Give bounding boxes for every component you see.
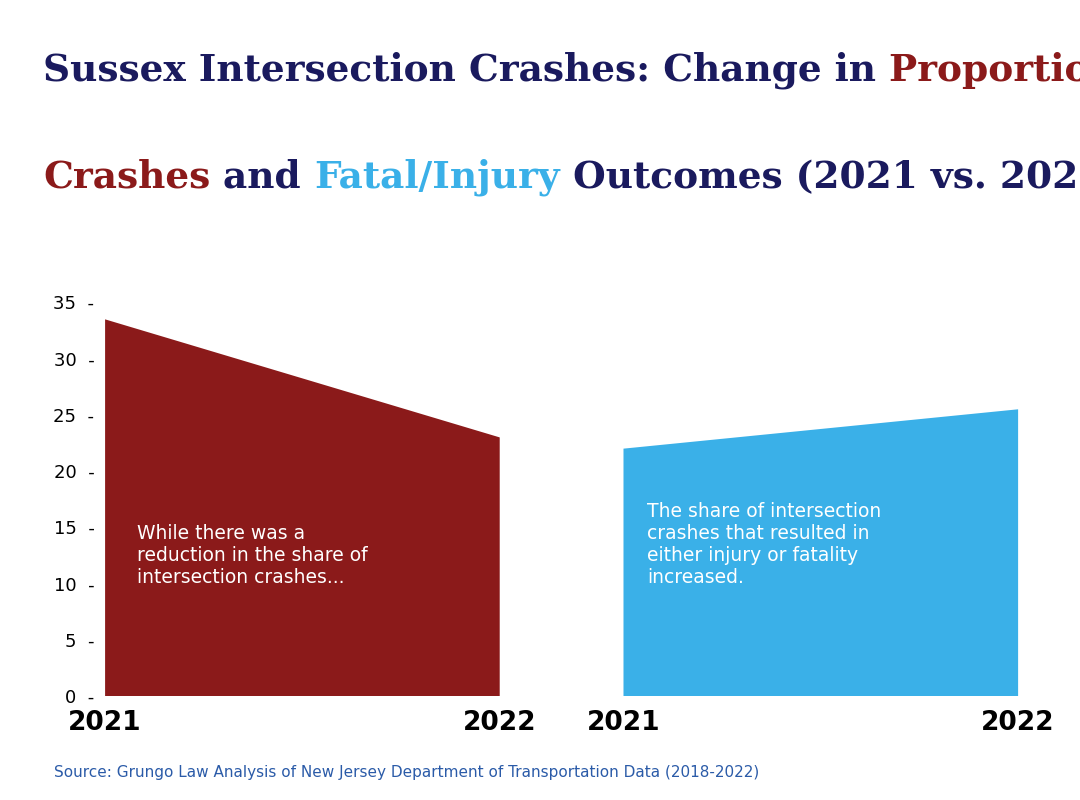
Text: Crashes: Crashes [43, 159, 211, 196]
Text: Proportion of Total: Proportion of Total [889, 52, 1080, 89]
Text: While there was a
reduction in the share of
intersection crashes...: While there was a reduction in the share… [137, 524, 367, 587]
Text: The share of intersection
crashes that resulted in
either injury or fatality
inc: The share of intersection crashes that r… [647, 502, 881, 586]
Polygon shape [105, 319, 500, 696]
Text: Fatal/Injury: Fatal/Injury [314, 158, 559, 196]
Text: Source: Grungo Law Analysis of New Jersey Department of Transportation Data (201: Source: Grungo Law Analysis of New Jerse… [54, 765, 759, 780]
Polygon shape [623, 410, 1018, 696]
Text: Sussex Intersection Crashes: Change in: Sussex Intersection Crashes: Change in [43, 52, 889, 90]
Text: Outcomes (2021 vs. 2022): Outcomes (2021 vs. 2022) [559, 159, 1080, 196]
Text: and: and [211, 159, 314, 196]
